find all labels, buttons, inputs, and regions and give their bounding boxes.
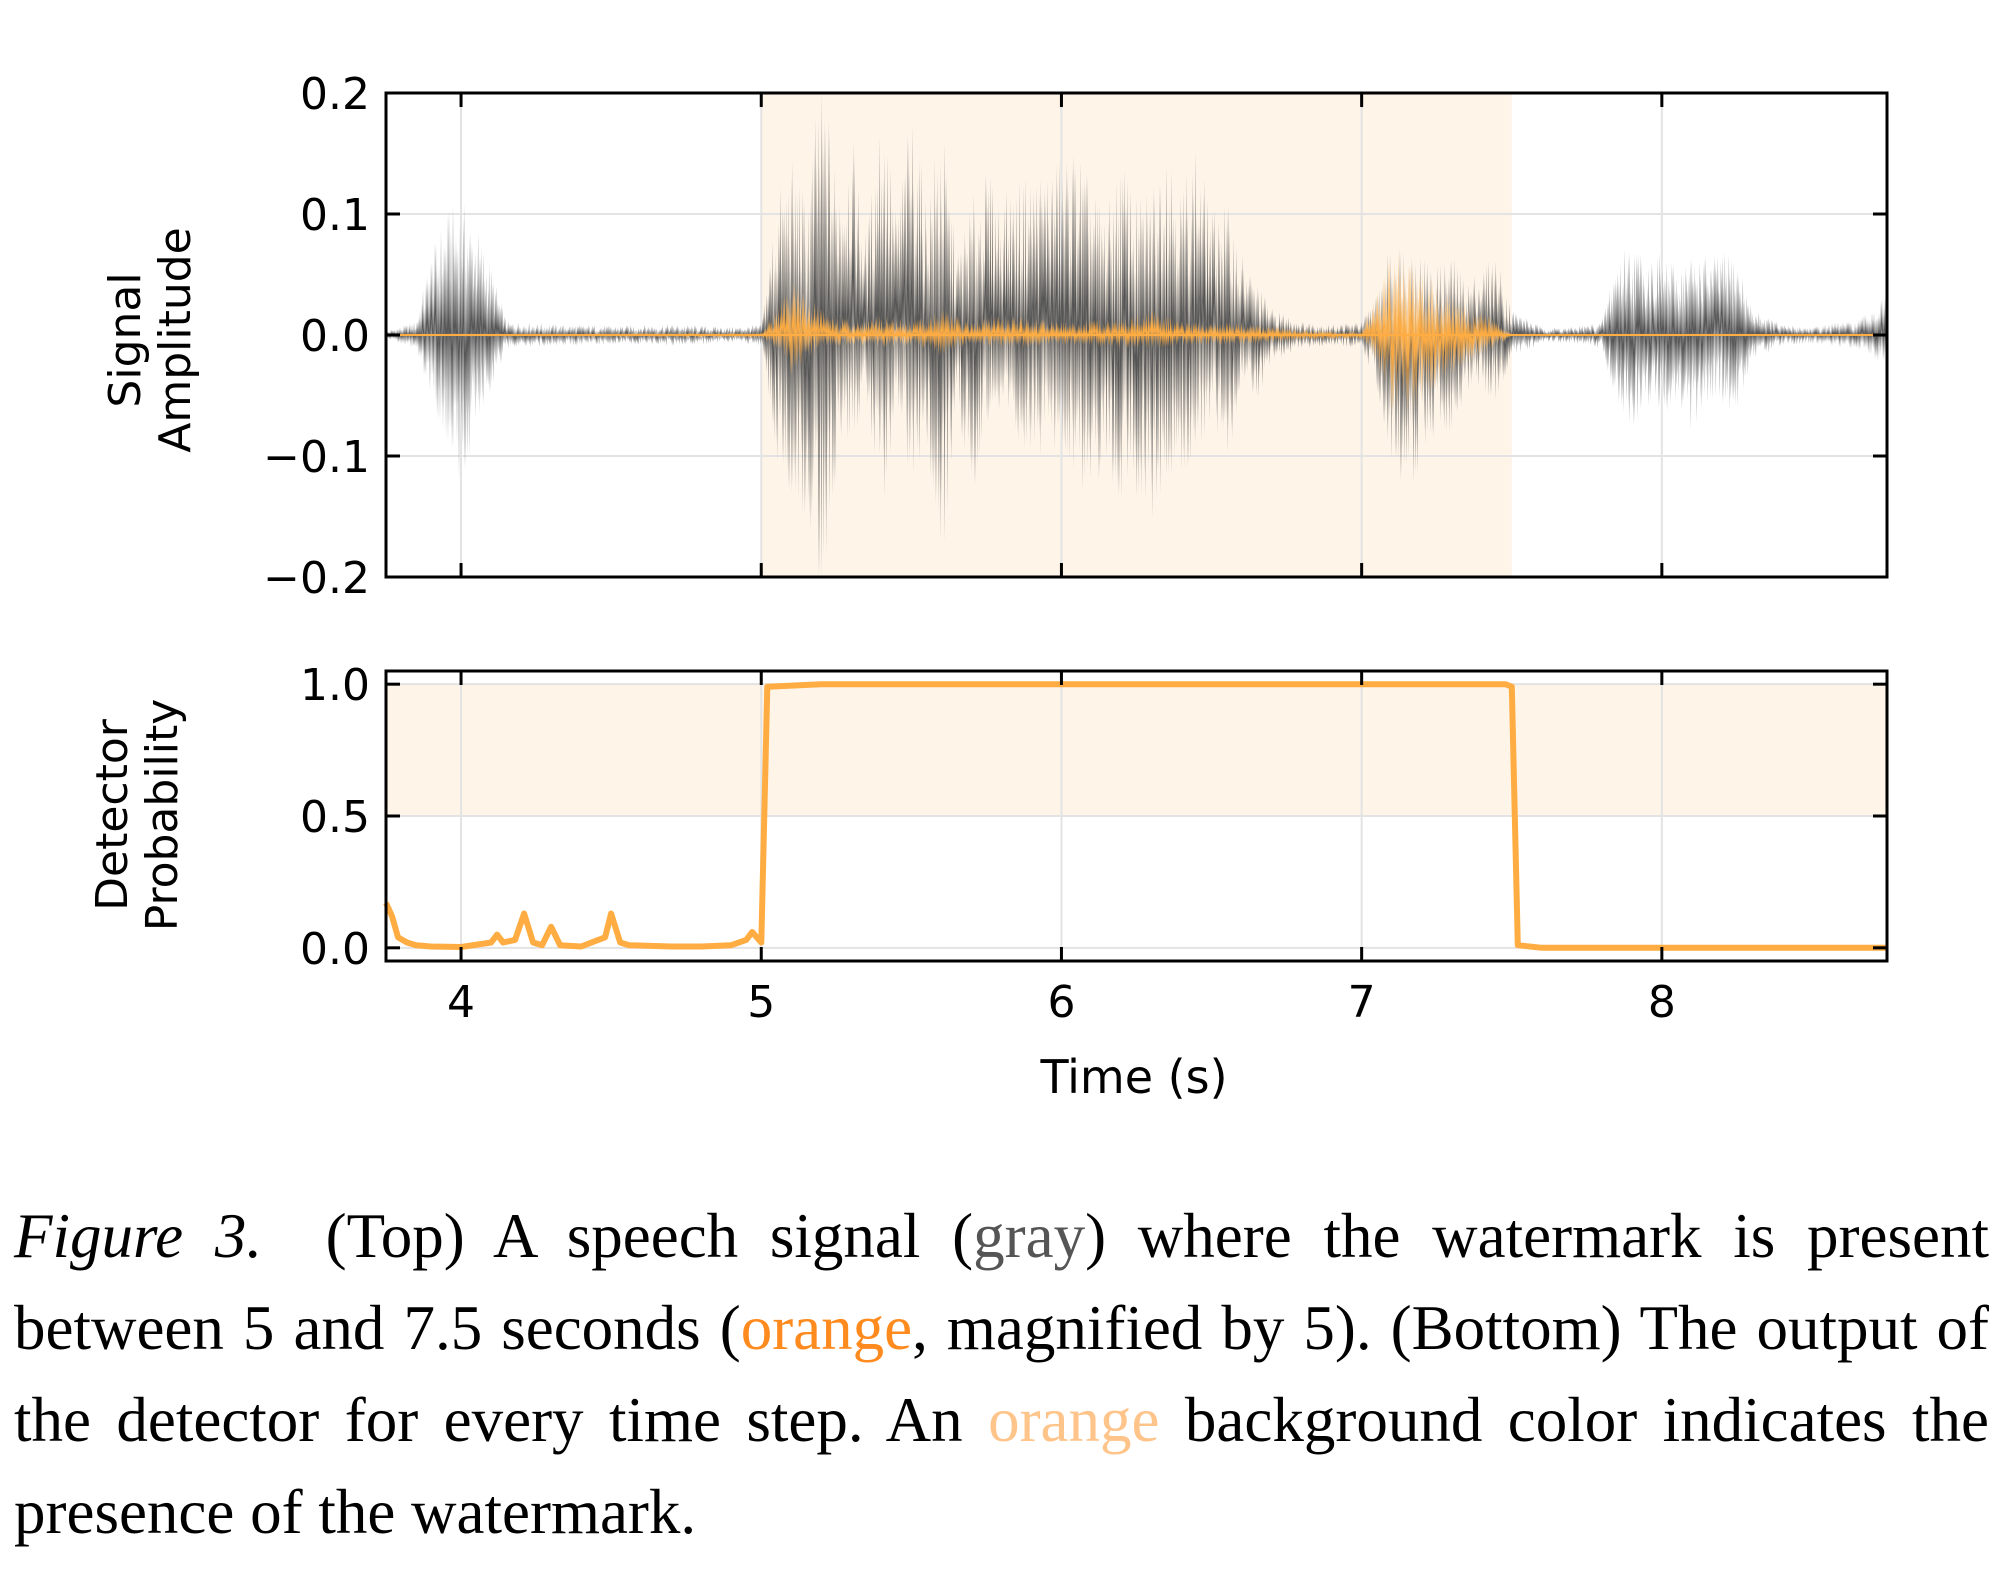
y-tick-label: 0.2 [300, 69, 370, 120]
caption-text-4: background color indicates the presence … [14, 1385, 1989, 1547]
bottom-panel: 4 5 6 7 8 1.0 0.5 0.0 Detector Probability Time… [87, 660, 1889, 1104]
figure-caption: Figure 3. (Top) A speech signal (gray) w… [14, 1190, 1989, 1558]
y-tick-label: −0.1 [263, 432, 370, 483]
x-tick-label: 7 [1348, 977, 1376, 1028]
caption-gray-word: gray [973, 1201, 1086, 1271]
y-tick-label: 0.5 [300, 792, 370, 843]
caption-orange-word: orange [740, 1293, 913, 1363]
bottom-ylabel-line2: Probability [137, 699, 188, 932]
x-tick-label: 4 [447, 977, 475, 1028]
top-ylabel-line1: Signal [100, 272, 151, 407]
y-tick-label: 0.0 [300, 924, 370, 975]
y-tick-label: 0.0 [300, 311, 370, 362]
orange-watermark-waveform [386, 252, 1887, 415]
caption-orange-word-2: orange [988, 1385, 1160, 1455]
top-ylabel-line2: Amplitude [150, 227, 201, 452]
bottom-ticks: 4 5 6 7 8 1.0 0.5 0.0 [300, 660, 1887, 1028]
top-panel: 0.2 0.1 0.0 −0.1 −0.2 Signal Amplitude [100, 69, 1889, 604]
bottom-threshold-shade [386, 684, 1887, 816]
x-axis-label: Time (s) [1039, 1050, 1227, 1104]
bottom-ylabel-line1: Detector [87, 718, 138, 911]
y-tick-label: 0.1 [300, 190, 370, 241]
figure: 0.2 0.1 0.0 −0.1 −0.2 Signal Amplitude 4 5 6 7 8… [87, 69, 1889, 1104]
caption-text-1: (Top) A speech signal ( [325, 1201, 974, 1271]
x-tick-label: 6 [1047, 977, 1075, 1028]
caption-text-2: ) where the watermark is present between… [14, 1201, 1989, 1363]
y-tick-label: 1.0 [300, 660, 370, 711]
caption-text-3: , magnified by 5). (Bottom) The output o… [14, 1293, 1989, 1455]
caption-label: Figure 3. [14, 1201, 263, 1271]
x-tick-label: 8 [1648, 977, 1676, 1028]
y-tick-label: −0.2 [263, 553, 370, 604]
top-ticks: 0.2 0.1 0.0 −0.1 −0.2 [263, 69, 1887, 604]
x-tick-label: 5 [747, 977, 775, 1028]
